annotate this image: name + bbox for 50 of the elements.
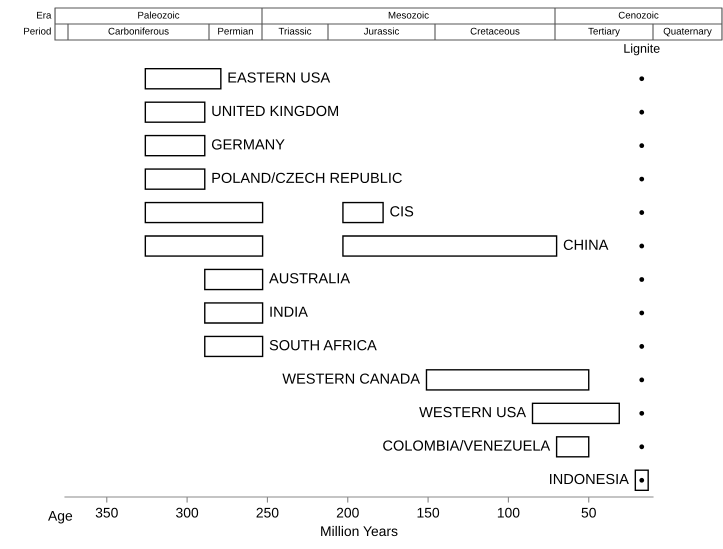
category-label: AUSTRALIA: [269, 273, 350, 284]
x-tick-label: 250: [256, 508, 278, 518]
bar: [204, 302, 264, 324]
text: Triassic: [278, 27, 312, 35]
bar: [144, 202, 264, 224]
bar: [144, 101, 206, 123]
x-tick-label: 200: [336, 508, 359, 518]
x-tick-label: 350: [96, 508, 118, 518]
text: Permian: [218, 27, 253, 35]
bar: [342, 202, 384, 224]
category-label: INDONESIA: [550, 474, 629, 484]
bar: [144, 68, 222, 90]
text: Tertiary: [588, 27, 620, 37]
bar: [204, 336, 264, 358]
category-label: SOUTH AFRICA: [270, 340, 377, 350]
text: Cretaceous: [470, 28, 520, 35]
bar: [342, 235, 558, 257]
bar: [426, 369, 590, 391]
category-label: UNITED KINGDOM: [212, 106, 338, 116]
text: Jurassic: [364, 27, 400, 35]
x-axis-title: Million Years: [321, 526, 398, 536]
category-label: EASTERN USA: [228, 72, 330, 83]
category-label: CIS: [390, 206, 414, 216]
bar: [634, 470, 649, 492]
x-tick-label: 150: [418, 508, 440, 518]
x-tick-label: 100: [498, 508, 520, 518]
text: Carboniferous: [108, 27, 169, 35]
bar: [204, 268, 264, 290]
bar: [144, 168, 206, 190]
text: Lignite: [624, 44, 660, 56]
text: Mesozoic: [388, 11, 429, 19]
category-label: GERMANY: [212, 139, 285, 150]
category-label: Period: [24, 27, 51, 35]
x-tick-label: 50: [582, 508, 596, 518]
category-label: CHINA: [564, 240, 608, 250]
category-label: WESTERN USA: [419, 406, 526, 418]
bar: [144, 235, 264, 257]
x-tick-label: 300: [176, 508, 198, 518]
bar: [532, 402, 620, 424]
category-label: INDIA: [270, 306, 308, 317]
category-label: COLOMBIA/VENEZUELA: [383, 440, 550, 451]
bar: [144, 134, 206, 156]
category-label: Era: [37, 12, 52, 19]
category-label: POLAND/CZECH REPUBLIC: [212, 172, 402, 184]
text: Paleozoic: [138, 11, 180, 19]
text: Quaternary: [664, 28, 712, 37]
text: Age: [48, 511, 72, 524]
bar: [556, 436, 590, 458]
text: Cenozoic: [618, 11, 659, 19]
category-label: WESTERN CANADA: [282, 373, 420, 384]
